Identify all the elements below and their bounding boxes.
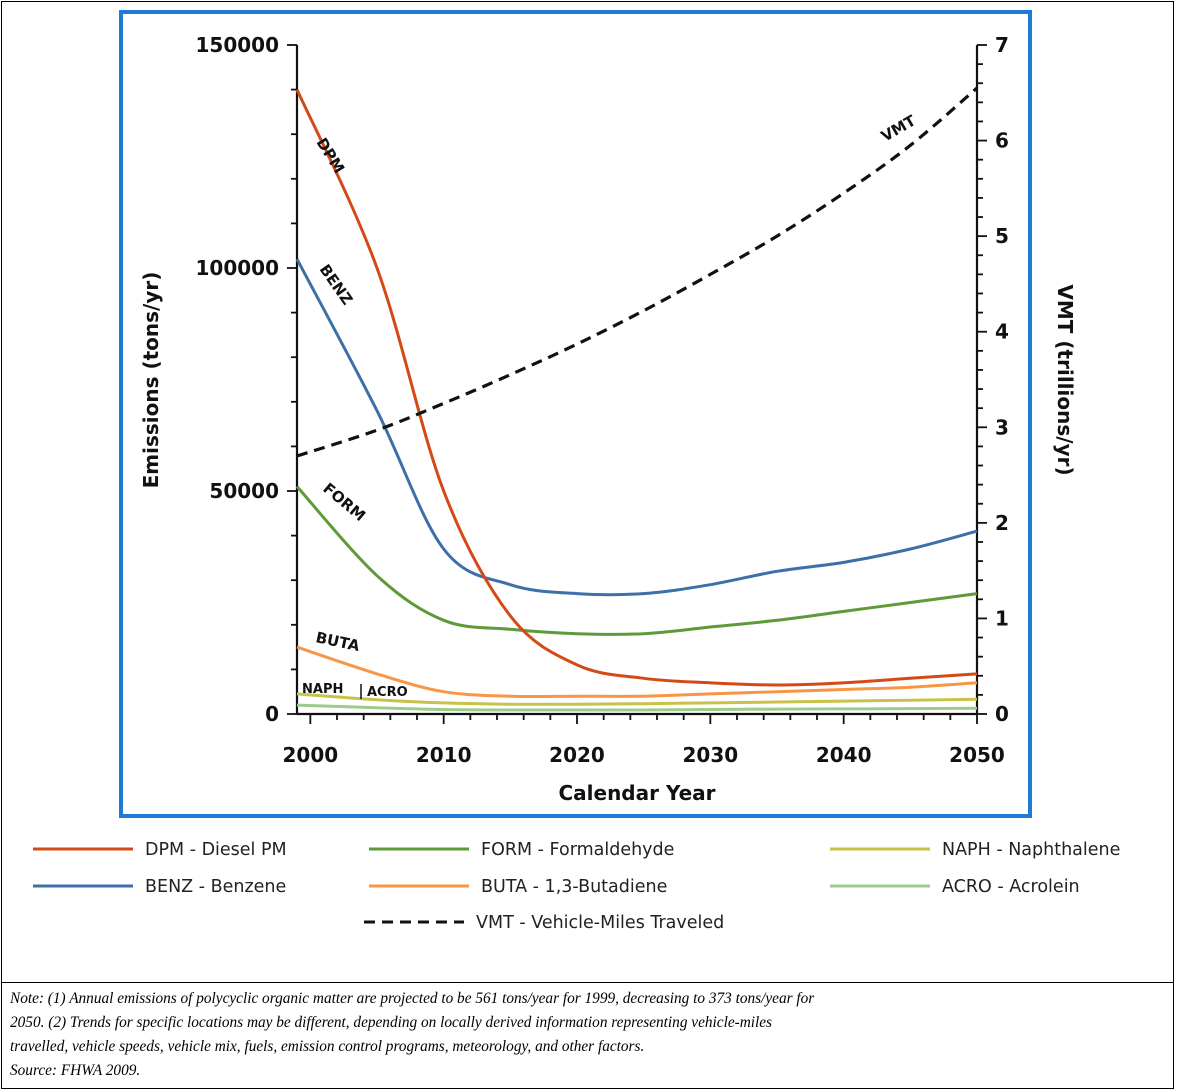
legend-label-vmt: VMT - Vehicle-Miles Traveled [476, 913, 724, 933]
note-line: 2050. (2) Trends for specific locations … [10, 1014, 772, 1031]
left-axis-title: Emissions (tons/yr) [139, 272, 163, 489]
legend-label-buta: BUTA - 1,3-Butadiene [481, 877, 667, 897]
annotation-benz: BENZ [316, 261, 357, 308]
x-tick-label: 2000 [282, 743, 338, 767]
series-line-buta [296, 645, 978, 699]
x-tick-label: 2030 [682, 743, 738, 767]
series-line-form [295, 485, 978, 636]
legend-label-form: FORM - Formaldehyde [481, 840, 674, 860]
legend-label-naph: NAPH - Naphthalene [942, 840, 1120, 860]
series-line-naph [296, 692, 978, 706]
plot-area-border [119, 10, 1032, 818]
left-tick-label: 50000 [209, 479, 279, 503]
annotation-vmt: VMT [878, 111, 920, 145]
series-line-vmt [296, 86, 979, 458]
annotation-form: FORM [319, 479, 368, 525]
right-tick-label: 3 [995, 415, 1009, 439]
x-tick-label: 2020 [549, 743, 605, 767]
right-tick-label: 7 [995, 33, 1009, 57]
left-tick-label: 0 [265, 702, 279, 726]
emissions-vmt-chart: 0 50000 100000 150000 0 1 2 3 4 5 6 7 2000 2010 2020 20… [33, 33, 1120, 933]
series-line-acro [296, 703, 978, 712]
note-line: Note: (1) Annual emissions of polycyclic… [10, 990, 815, 1007]
legend-label-benz: BENZ - Benzene [145, 877, 286, 897]
figure-note: Note: (1) Annual emissions of polycyclic… [10, 987, 1165, 1083]
note-line: travelled, vehicle speeds, vehicle mix, … [10, 1038, 645, 1055]
left-tick-label: 150000 [196, 33, 280, 57]
series-line-dpm [295, 88, 978, 687]
annotation-buta: BUTA [314, 628, 361, 655]
right-tick-label: 2 [995, 511, 1009, 535]
annotation-naph: NAPH [302, 682, 343, 697]
right-axis-title: VMT (trillions/yr) [1053, 284, 1077, 475]
right-tick-label: 5 [995, 224, 1009, 248]
x-axis-title: Calendar Year [558, 781, 715, 805]
x-tick-label: 2050 [949, 743, 1005, 767]
annotation-dpm: DPM [313, 135, 349, 177]
note-divider [1, 982, 1174, 983]
annotation-acro: ACRO [367, 685, 408, 700]
right-tick-label: 0 [995, 702, 1009, 726]
note-source: Source: FHWA 2009. [10, 1062, 141, 1079]
left-tick-label: 100000 [196, 256, 280, 280]
x-tick-label: 2040 [816, 743, 872, 767]
legend-label-acro: ACRO - Acrolein [942, 877, 1080, 897]
right-tick-label: 1 [995, 606, 1009, 630]
x-tick-label: 2010 [416, 743, 472, 767]
right-tick-label: 4 [995, 320, 1009, 344]
legend-label-dpm: DPM - Diesel PM [145, 840, 287, 860]
series-line-benz [295, 258, 978, 597]
right-tick-label: 6 [995, 129, 1009, 153]
